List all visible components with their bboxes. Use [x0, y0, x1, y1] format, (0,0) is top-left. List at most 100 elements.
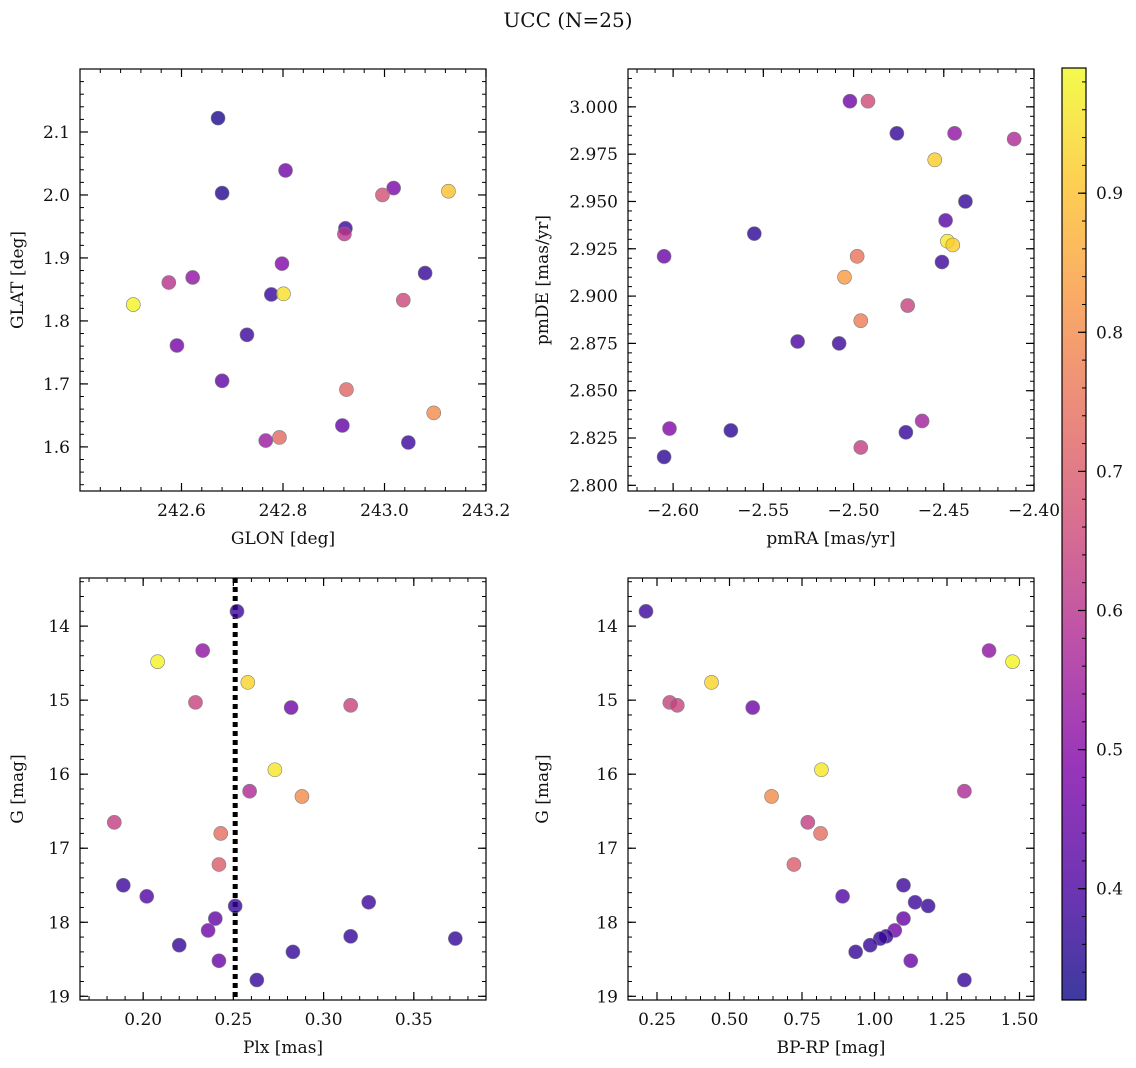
scatter-point — [239, 327, 255, 343]
scatter-point — [335, 418, 350, 433]
colorbar-frame — [1061, 67, 1087, 1001]
scatter-point — [188, 695, 203, 710]
colorbar-tick-label: 0.7 — [1096, 462, 1123, 482]
scatter-point — [835, 889, 850, 904]
y-tick-label: 1.8 — [43, 312, 70, 332]
panel-glon-glat: 242.6 242.8 243.0 243.2 1.6 1.7 1.8 1.9 2.0 2.1 GL… — [8, 68, 511, 549]
scatter-point — [786, 857, 802, 872]
x-tick-label: 0.30 — [305, 1010, 343, 1030]
scatter-point — [848, 944, 863, 960]
scatter-point — [896, 911, 911, 926]
x-tick-label: −2.55 — [737, 501, 789, 521]
scatter-point — [927, 152, 943, 168]
scatter-point — [448, 931, 463, 946]
scatter-point — [747, 226, 762, 241]
scatter-point — [361, 894, 377, 910]
x-tick-label: 242.6 — [157, 501, 206, 521]
scatter-point — [150, 654, 165, 669]
axes-frame — [79, 577, 487, 1001]
scatter-point — [903, 953, 919, 969]
scatter-point — [945, 237, 961, 253]
scatter-point — [831, 336, 847, 351]
scatter-point — [283, 700, 299, 715]
scatter-point — [981, 643, 997, 658]
y-tick-label: 2.0 — [43, 186, 70, 206]
y-tick-label: 15 — [596, 691, 618, 711]
scatter-point — [662, 421, 677, 436]
scatter-point — [200, 923, 216, 938]
scatter-point — [958, 194, 973, 209]
x-axis-label: Plx [mas] — [243, 1038, 323, 1058]
axes-frame — [627, 577, 1035, 1001]
x-tick-label: 0.25 — [638, 1010, 676, 1030]
scatter-point — [853, 313, 869, 328]
scatter-point — [276, 286, 291, 302]
scatter-point — [285, 944, 301, 960]
scatter-point — [853, 440, 869, 455]
scatter-point — [249, 972, 265, 988]
scatter-point — [258, 433, 274, 448]
scatter-point — [106, 815, 122, 830]
scatter-point — [872, 931, 888, 946]
y-axis-label: G [mag] — [533, 754, 553, 823]
scatter-point — [125, 297, 141, 312]
x-axis-label: pmRA [mas/yr] — [766, 529, 895, 549]
y-tick-label: 2.850 — [569, 382, 618, 402]
y-axis-label: pmDE [mas/yr] — [533, 215, 553, 345]
scatter-point — [656, 249, 672, 264]
scatter-point — [842, 93, 858, 109]
scatter-point — [185, 270, 200, 285]
colorbar-fill — [1062, 68, 1086, 1000]
scatter-point — [169, 338, 185, 353]
scatter-point — [267, 762, 283, 778]
panel-bprp-g: 0.25 0.50 0.75 1.00 1.25 1.50 14 15 16 17 18 19 BP-R… — [533, 577, 1038, 1058]
y-tick-label: 18 — [48, 913, 70, 933]
colorbar-tick-label: 0.8 — [1096, 323, 1123, 343]
scatter-point — [669, 698, 685, 713]
y-tick-label: 17 — [596, 839, 618, 859]
y-tick-label: 1.7 — [43, 375, 70, 395]
scatter-point — [723, 423, 739, 438]
x-tick-label: −2.40 — [1008, 501, 1060, 521]
y-tick-label: 2.975 — [569, 145, 618, 165]
scatter-point — [211, 953, 227, 969]
x-tick-label: 0.25 — [214, 1010, 252, 1030]
y-tick-label: 19 — [596, 987, 618, 1007]
panel-plx-g: 0.20 0.25 0.30 0.35 14 15 16 17 18 19 Plx [mas] G [… — [8, 577, 487, 1058]
scatter-point — [638, 604, 654, 619]
scatter-point — [889, 126, 905, 141]
x-tick-label: 243.2 — [462, 501, 511, 521]
x-axis-label: BP-RP [mag] — [777, 1038, 886, 1058]
scatter-point — [339, 382, 354, 397]
y-tick-label: 19 — [48, 987, 70, 1007]
x-axis-label: GLON [deg] — [231, 529, 335, 549]
x-tick-label: 242.8 — [259, 501, 308, 521]
x-tick-label: −2.50 — [828, 501, 880, 521]
x-tick-label: 0.20 — [124, 1010, 162, 1030]
scatter-point — [814, 762, 829, 778]
scatter-point — [294, 789, 310, 804]
scatter-point — [375, 187, 390, 203]
scatter-point — [957, 783, 972, 799]
scatter-point — [1005, 654, 1020, 669]
scatter-point — [161, 275, 177, 290]
y-tick-label: 2.900 — [569, 287, 618, 307]
y-tick-label: 2.950 — [569, 192, 618, 212]
scatter-point — [343, 929, 358, 944]
colorbar-tick-label: 0.9 — [1096, 184, 1123, 204]
y-tick-label: 2.875 — [569, 334, 618, 354]
scatter-point — [656, 449, 672, 465]
scatter-point — [849, 249, 865, 264]
y-tick-label: 16 — [596, 765, 618, 785]
scatter-point — [229, 604, 245, 619]
y-tick-label: 15 — [48, 691, 70, 711]
scatter-point — [116, 877, 131, 893]
y-tick-label: 2.825 — [569, 429, 618, 449]
colorbar: 0.4 0.5 0.6 0.7 0.8 0.9 — [1061, 67, 1123, 1001]
y-tick-label: 1.6 — [43, 438, 70, 458]
panel-pm: −2.60 −2.55 −2.50 −2.45 −2.40 2.800 2.825 2.850… — [533, 68, 1060, 549]
scatter-point — [800, 815, 816, 830]
scatter-point — [213, 826, 229, 841]
x-tick-label: 0.35 — [395, 1010, 433, 1030]
